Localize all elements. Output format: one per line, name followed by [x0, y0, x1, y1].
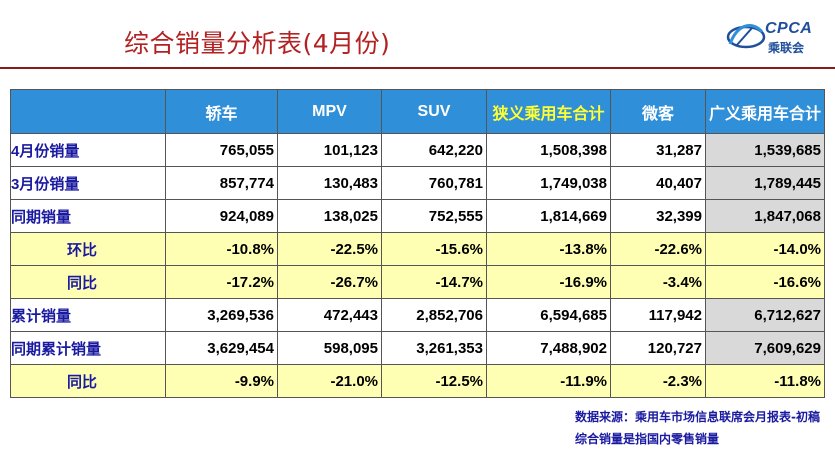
- table-row: 同期销量 924,089 138,025 752,555 1,814,669 3…: [10, 199, 825, 233]
- sales-analysis-table: 轿车 MPV SUV 狭义乘用车合计 微客 广义乘用车合计 4月份销量 765,…: [10, 89, 825, 398]
- table-cell: 2,852,706: [381, 298, 487, 332]
- table-cell: -10.8%: [165, 232, 278, 266]
- table-cell: 3,629,454: [165, 331, 278, 365]
- table-header-row: 轿车 MPV SUV 狭义乘用车合计 微客 广义乘用车合计: [10, 89, 825, 134]
- table-cell: 924,089: [165, 199, 278, 233]
- table-cell: -11.8%: [705, 364, 825, 398]
- data-source-note: 数据来源：乘用车市场信息联席会月报表-初稿: [575, 410, 820, 424]
- page-title: 综合销量分析表(4月份): [124, 29, 391, 58]
- table-cell: -22.6%: [610, 232, 706, 266]
- table-row: 环比 -10.8% -22.5% -15.6% -13.8% -22.6% -1…: [10, 232, 825, 266]
- header-cell-empty: [10, 89, 166, 134]
- table-cell: -15.6%: [381, 232, 487, 266]
- table-cell: -26.7%: [277, 265, 382, 299]
- header-cell-narrow-total: 狭义乘用车合计: [486, 89, 611, 134]
- row-label: 环比: [10, 232, 166, 266]
- table-cell: 32,399: [610, 199, 706, 233]
- table-cell: 120,727: [610, 331, 706, 365]
- header-cell-suv: SUV: [381, 89, 487, 134]
- table-cell: 1,847,068: [705, 199, 825, 233]
- row-label: 3月份销量: [10, 166, 166, 200]
- table-cell: 1,789,445: [705, 166, 825, 200]
- table-cell: 130,483: [277, 166, 382, 200]
- row-label: 同比: [10, 364, 166, 398]
- table-cell: -3.4%: [610, 265, 706, 299]
- header-cell-sedan: 轿车: [165, 89, 278, 134]
- table-cell: 1,749,038: [486, 166, 611, 200]
- table-row: 4月份销量 765,055 101,123 642,220 1,508,398 …: [10, 133, 825, 167]
- table-cell: -22.5%: [277, 232, 382, 266]
- definition-note: 综合销量是指国内零售销量: [575, 432, 720, 446]
- table-cell: 117,942: [610, 298, 706, 332]
- table-cell: 1,814,669: [486, 199, 611, 233]
- table-cell: 138,025: [277, 199, 382, 233]
- table-cell: 752,555: [381, 199, 487, 233]
- table-row: 3月份销量 857,774 130,483 760,781 1,749,038 …: [10, 166, 825, 200]
- table-cell: 472,443: [277, 298, 382, 332]
- row-label: 累计销量: [10, 298, 166, 332]
- table-cell: -2.3%: [610, 364, 706, 398]
- row-label: 同比: [10, 265, 166, 299]
- table-cell: 7,488,902: [486, 331, 611, 365]
- logo-subtext: 乘联会: [768, 41, 805, 55]
- row-label: 同期销量: [10, 199, 166, 233]
- table-cell: -12.5%: [381, 364, 487, 398]
- row-label: 4月份销量: [10, 133, 166, 167]
- table-cell: -16.9%: [486, 265, 611, 299]
- table-cell: 1,539,685: [705, 133, 825, 167]
- cpca-logo-icon: [726, 24, 766, 49]
- table-cell: 101,123: [277, 133, 382, 167]
- table-cell: -13.8%: [486, 232, 611, 266]
- table-cell: 3,269,536: [165, 298, 278, 332]
- table-cell: -11.9%: [486, 364, 611, 398]
- table-cell: 760,781: [381, 166, 487, 200]
- table-cell: 6,594,685: [486, 298, 611, 332]
- table-cell: 7,609,629: [705, 331, 825, 365]
- header-cell-mpv: MPV: [277, 89, 382, 134]
- table-cell: -21.0%: [277, 364, 382, 398]
- table-cell: -14.7%: [381, 265, 487, 299]
- row-label: 同期累计销量: [10, 331, 166, 365]
- table-cell: 40,407: [610, 166, 706, 200]
- header-cell-broad-total: 广义乘用车合计: [705, 89, 825, 134]
- table-row: 同比 -17.2% -26.7% -14.7% -16.9% -3.4% -16…: [10, 265, 825, 299]
- table-cell: 642,220: [381, 133, 487, 167]
- table-row: 同比 -9.9% -21.0% -12.5% -11.9% -2.3% -11.…: [10, 364, 825, 398]
- table-cell: 6,712,627: [705, 298, 825, 332]
- table-cell: -14.0%: [705, 232, 825, 266]
- header-cell-minivan: 微客: [610, 89, 706, 134]
- logo-text: CPCA: [765, 20, 813, 37]
- table-cell: 1,508,398: [486, 133, 611, 167]
- table-cell: 31,287: [610, 133, 706, 167]
- table-cell: 857,774: [165, 166, 278, 200]
- table-cell: 3,261,353: [381, 331, 487, 365]
- table-cell: -9.9%: [165, 364, 278, 398]
- table-cell: 598,095: [277, 331, 382, 365]
- table-cell: -16.6%: [705, 265, 825, 299]
- table-row: 同期累计销量 3,629,454 598,095 3,261,353 7,488…: [10, 331, 825, 365]
- table-cell: 765,055: [165, 133, 278, 167]
- title-divider: [0, 67, 835, 69]
- table-cell: -17.2%: [165, 265, 278, 299]
- table-row: 累计销量 3,269,536 472,443 2,852,706 6,594,6…: [10, 298, 825, 332]
